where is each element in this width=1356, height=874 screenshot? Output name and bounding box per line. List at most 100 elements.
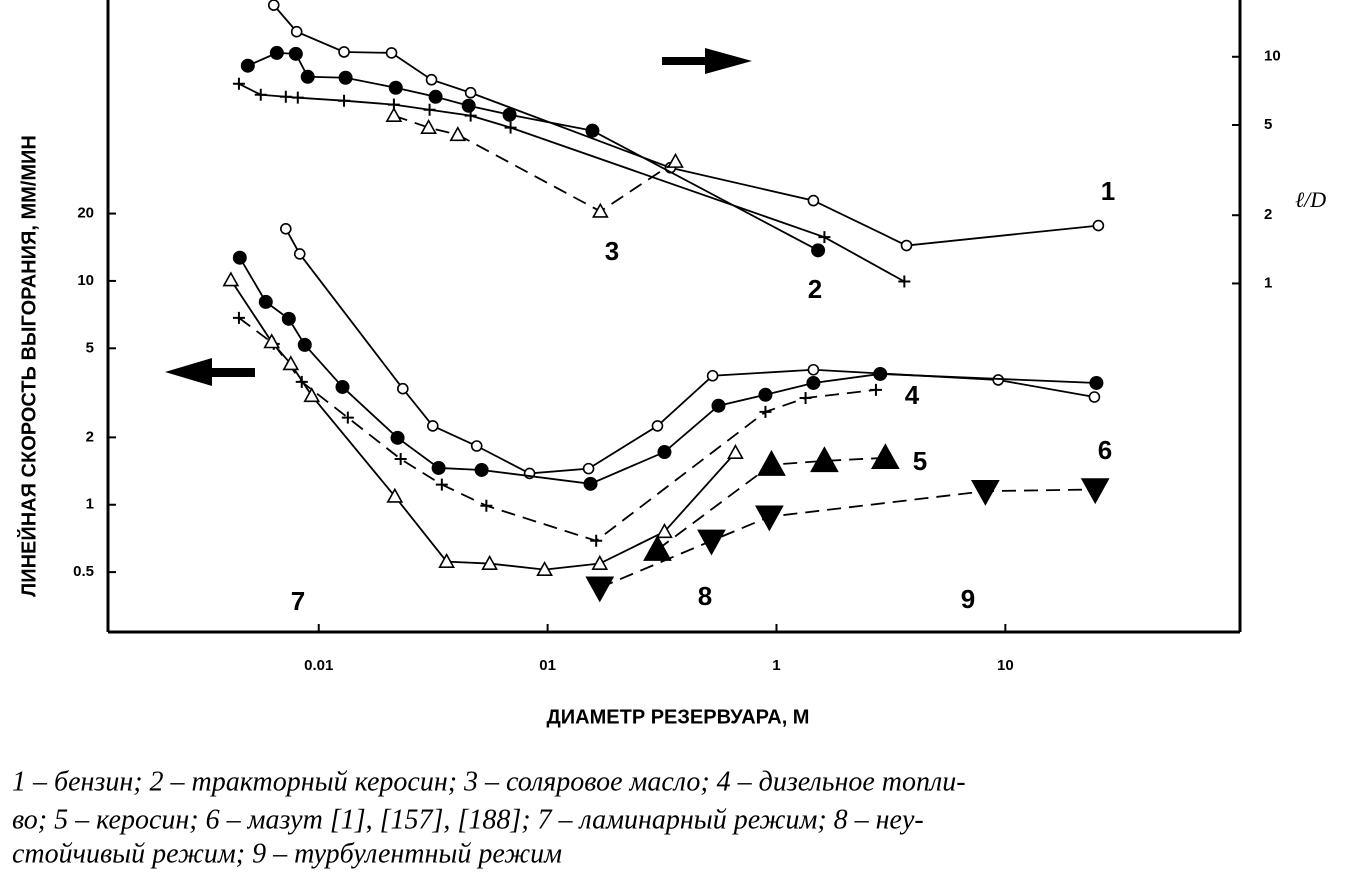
point	[291, 91, 304, 104]
point	[590, 534, 603, 547]
point	[582, 462, 595, 475]
point	[300, 69, 315, 84]
annotation: 2	[808, 274, 822, 304]
point	[811, 243, 826, 258]
point	[657, 445, 672, 460]
point	[267, 0, 280, 11]
y-axis-label: ЛИНЕЙНАЯ СКОРОСТЬ ВЫГОРАНИЯ, ММ/МИН	[16, 135, 40, 597]
point	[232, 250, 247, 265]
point	[385, 106, 403, 123]
series-line	[599, 488, 1096, 589]
annotation: 1	[1101, 176, 1115, 206]
point	[810, 446, 839, 473]
annotation: 7	[291, 586, 305, 616]
point	[807, 194, 820, 207]
series-line	[247, 51, 819, 252]
point	[423, 103, 436, 116]
y2-tick-label: 2	[1264, 206, 1272, 223]
point	[425, 73, 438, 86]
point	[758, 387, 773, 402]
point	[1092, 219, 1105, 232]
series-line	[273, 4, 1099, 247]
point	[428, 89, 443, 104]
point	[397, 382, 409, 395]
point	[1088, 391, 1101, 403]
point	[388, 80, 403, 95]
point	[706, 369, 719, 382]
point	[386, 487, 404, 503]
point	[297, 337, 312, 352]
point	[1080, 478, 1110, 505]
point	[757, 450, 786, 476]
point	[536, 560, 553, 577]
point	[263, 333, 281, 349]
point	[240, 58, 255, 73]
point	[992, 374, 1005, 386]
point	[449, 126, 467, 142]
point	[755, 505, 784, 532]
y-tick-label: 20	[77, 205, 94, 222]
x-tick-label: 0.01	[304, 657, 333, 674]
point	[390, 430, 405, 445]
point	[711, 398, 726, 413]
annotation: 4	[905, 380, 920, 410]
point	[470, 440, 483, 452]
point	[222, 271, 240, 287]
point	[502, 107, 517, 122]
y-tick-label: 5	[86, 339, 94, 356]
point	[385, 47, 398, 59]
point	[293, 248, 306, 260]
y2-axis-label: ℓ/D	[1295, 187, 1326, 212]
y2-tick-label: 1	[1264, 274, 1272, 291]
point	[727, 443, 744, 459]
point	[799, 391, 812, 404]
point	[900, 239, 913, 252]
left-arrow	[165, 358, 255, 386]
series-line	[285, 228, 1095, 475]
point	[338, 94, 351, 107]
point	[806, 375, 821, 390]
x-tick-label: 1	[772, 657, 780, 674]
point	[643, 534, 672, 561]
point	[464, 86, 477, 99]
annotation: 5	[913, 446, 927, 476]
point	[898, 275, 911, 288]
point	[435, 478, 448, 491]
point	[280, 222, 292, 235]
y-tick-label: 2	[86, 428, 94, 445]
point	[870, 443, 900, 470]
annotation: 8	[698, 581, 712, 611]
x-tick-label: 01	[539, 657, 556, 674]
point	[504, 121, 517, 134]
point	[807, 363, 820, 376]
y2-tick-label: 5	[1264, 116, 1272, 133]
point	[269, 45, 284, 60]
point	[971, 479, 1000, 506]
point	[667, 152, 684, 168]
series-line	[393, 114, 676, 213]
caption-line: во; 5 – керосин; 6 – мазут [1], [157], […	[12, 804, 924, 835]
caption-line: стойчивый режим; 9 – турбулентный режим	[12, 838, 562, 869]
point	[656, 523, 673, 539]
series-line	[238, 82, 905, 283]
point	[591, 202, 609, 218]
point	[288, 46, 303, 61]
point	[335, 379, 350, 394]
x-tick-label: 10	[997, 657, 1014, 674]
annotation: 6	[1098, 435, 1112, 465]
point	[281, 311, 296, 326]
point	[591, 554, 609, 570]
point	[481, 554, 498, 570]
point	[1089, 375, 1104, 390]
point	[474, 462, 489, 477]
y-tick-label: 10	[77, 272, 94, 289]
point	[420, 118, 437, 134]
x-axis-label: ДИАМЕТР РЕЗЕРВУАРА, М	[547, 706, 810, 728]
point	[303, 387, 321, 403]
point	[438, 552, 455, 569]
y2-tick-label: 10	[1264, 48, 1281, 65]
caption-line: 1 – бензин; 2 – тракторный керосин; 3 – …	[12, 766, 966, 797]
point	[338, 46, 350, 58]
point	[873, 366, 888, 381]
